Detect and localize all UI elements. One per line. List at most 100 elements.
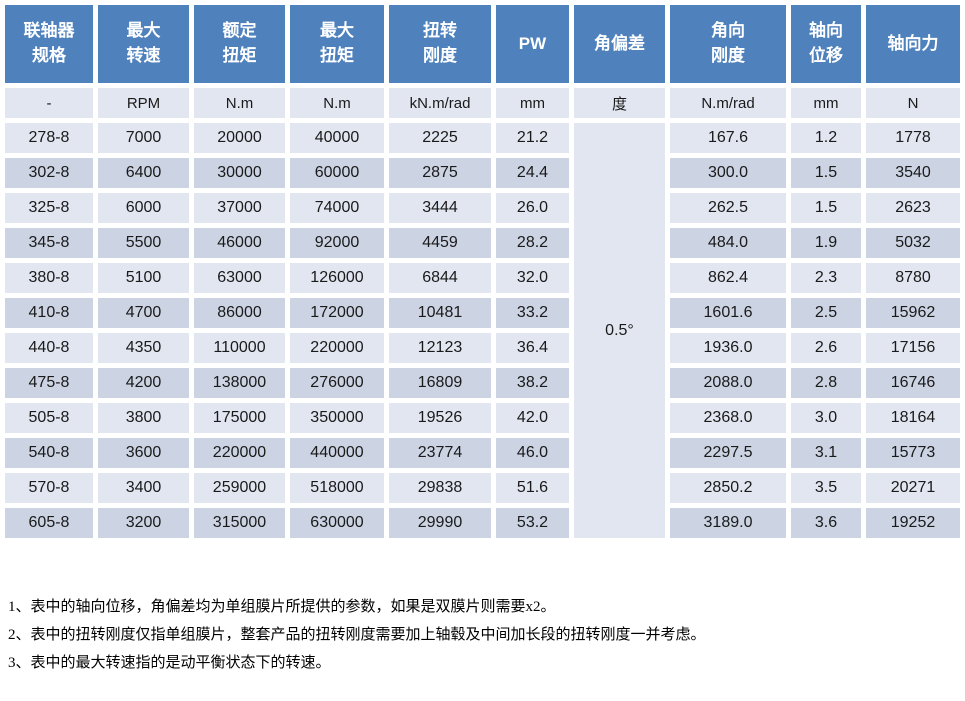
cell: 2623: [866, 193, 960, 223]
column-header-6: 角偏差: [574, 5, 665, 83]
cell: 15962: [866, 298, 960, 328]
cell: 1.5: [791, 158, 861, 188]
cell: 2225: [389, 123, 491, 153]
cell: 350000: [290, 403, 384, 433]
cell: 16809: [389, 368, 491, 398]
cell: 29838: [389, 473, 491, 503]
cell: 29990: [389, 508, 491, 538]
cell: 2088.0: [670, 368, 786, 398]
column-header-5: PW: [496, 5, 569, 83]
cell: 3444: [389, 193, 491, 223]
column-header-0: 联轴器 规格: [5, 5, 93, 83]
cell: 484.0: [670, 228, 786, 258]
cell: 126000: [290, 263, 384, 293]
cell: 51.6: [496, 473, 569, 503]
cell: 220000: [290, 333, 384, 363]
cell: 18164: [866, 403, 960, 433]
cell: 440-8: [5, 333, 93, 363]
cell: 28.2: [496, 228, 569, 258]
footnotes: 1、表中的轴向位移，角偏差均为单组膜片所提供的参数，如果是双膜片则需要x2。 2…: [0, 593, 965, 677]
cell: 92000: [290, 228, 384, 258]
cell: 570-8: [5, 473, 93, 503]
cell: 23774: [389, 438, 491, 468]
cell: 175000: [194, 403, 285, 433]
cell: 1.5: [791, 193, 861, 223]
cell: 24.4: [496, 158, 569, 188]
cell: 19252: [866, 508, 960, 538]
cell: 30000: [194, 158, 285, 188]
unit-cell-5: mm: [496, 88, 569, 118]
table-row: 570-8 3400 259000 518000 29838 51.6 2850.2 3.5 2…: [5, 473, 960, 503]
table-row: 605-8 3200 315000 630000 29990 53.2 3189.0 3.6 1…: [5, 508, 960, 538]
footnote-3: 3、表中的最大转速指的是动平衡状态下的转速。: [8, 655, 331, 671]
table-row: 540-8 3600 220000 440000 23774 46.0 2297.5 3.1 1…: [5, 438, 960, 468]
cell: 36.4: [496, 333, 569, 363]
column-header-9: 轴向力: [866, 5, 960, 83]
cell: 2368.0: [670, 403, 786, 433]
table-row: 302-8 6400 30000 60000 2875 24.4 300.0 1.5 3540: [5, 158, 960, 188]
cell: 3200: [98, 508, 189, 538]
cell: 20271: [866, 473, 960, 503]
cell: 40000: [290, 123, 384, 153]
cell: 302-8: [5, 158, 93, 188]
cell: 2.5: [791, 298, 861, 328]
cell: 325-8: [5, 193, 93, 223]
cell: 1778: [866, 123, 960, 153]
cell: 60000: [290, 158, 384, 188]
cell: 8780: [866, 263, 960, 293]
cell: 1.2: [791, 123, 861, 153]
footnote-1: 1、表中的轴向位移，角偏差均为单组膜片所提供的参数，如果是双膜片则需要x2。: [8, 599, 556, 615]
cell: 33.2: [496, 298, 569, 328]
column-header-4: 扭转 刚度: [389, 5, 491, 83]
cell: 16746: [866, 368, 960, 398]
cell: 5032: [866, 228, 960, 258]
unit-cell-3: N.m: [290, 88, 384, 118]
cell: 3600: [98, 438, 189, 468]
cell: 138000: [194, 368, 285, 398]
column-header-7: 角向 刚度: [670, 5, 786, 83]
cell: 12123: [389, 333, 491, 363]
cell: 37000: [194, 193, 285, 223]
cell: 2875: [389, 158, 491, 188]
cell: 86000: [194, 298, 285, 328]
cell: 518000: [290, 473, 384, 503]
cell: 10481: [389, 298, 491, 328]
table-row: 410-8 4700 86000 172000 10481 33.2 1601.6 2.5 15…: [5, 298, 960, 328]
cell: 26.0: [496, 193, 569, 223]
cell: 5100: [98, 263, 189, 293]
cell: 440000: [290, 438, 384, 468]
cell: 20000: [194, 123, 285, 153]
cell: 380-8: [5, 263, 93, 293]
cell: 53.2: [496, 508, 569, 538]
cell: 3.5: [791, 473, 861, 503]
table-row: 325-8 6000 37000 74000 3444 26.0 262.5 1.5 2623: [5, 193, 960, 223]
unit-cell-8: mm: [791, 88, 861, 118]
cell: 5500: [98, 228, 189, 258]
footnote-2: 2、表中的扭转刚度仅指单组膜片，整套产品的扭转刚度需要加上轴毂及中间加长段的扭转…: [8, 627, 706, 643]
unit-cell-4: kN.m/rad: [389, 88, 491, 118]
unit-row: - RPM N.m N.m kN.m/rad mm 度 N.m/rad mm N: [5, 88, 960, 118]
cell: 46.0: [496, 438, 569, 468]
column-header-2: 额定 扭矩: [194, 5, 285, 83]
cell: 17156: [866, 333, 960, 363]
cell: 46000: [194, 228, 285, 258]
cell: 276000: [290, 368, 384, 398]
table-row: 475-8 4200 138000 276000 16809 38.2 2088.0 2.8 1…: [5, 368, 960, 398]
cell: 2850.2: [670, 473, 786, 503]
cell: 32.0: [496, 263, 569, 293]
cell: 862.4: [670, 263, 786, 293]
cell: 630000: [290, 508, 384, 538]
cell: 3540: [866, 158, 960, 188]
unit-cell-7: N.m/rad: [670, 88, 786, 118]
cell: 63000: [194, 263, 285, 293]
cell: 6400: [98, 158, 189, 188]
cell: 345-8: [5, 228, 93, 258]
cell: 315000: [194, 508, 285, 538]
cell: 4459: [389, 228, 491, 258]
cell: 6844: [389, 263, 491, 293]
column-header-1: 最大 转速: [98, 5, 189, 83]
cell: 259000: [194, 473, 285, 503]
cell: 38.2: [496, 368, 569, 398]
cell: 475-8: [5, 368, 93, 398]
